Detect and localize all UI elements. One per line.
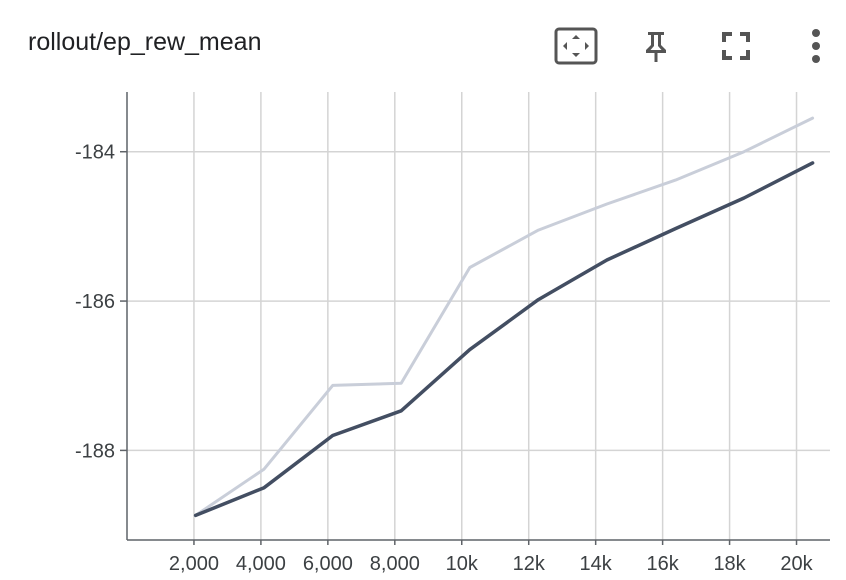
more-options-button[interactable] bbox=[794, 24, 838, 68]
pin-button[interactable] bbox=[634, 24, 678, 68]
series-layer bbox=[193, 116, 815, 518]
chart-title: rollout/ep_rew_mean bbox=[28, 28, 262, 56]
x-tick-label: 12k bbox=[513, 553, 546, 575]
pin-icon bbox=[646, 32, 666, 62]
smoothed-series-line bbox=[193, 161, 815, 518]
grid bbox=[127, 92, 830, 540]
x-tick-label: 6,000 bbox=[303, 553, 353, 575]
y-tick-label: -186 bbox=[75, 291, 115, 313]
x-tick-label: 16k bbox=[646, 553, 679, 575]
x-tick-label: 8,000 bbox=[370, 553, 420, 575]
x-tick-label: 20k bbox=[780, 553, 813, 575]
x-tick-label: 14k bbox=[580, 553, 613, 575]
x-tick-label: 18k bbox=[713, 553, 746, 575]
y-tick-label: -184 bbox=[75, 142, 115, 164]
x-tick-label: 10k bbox=[446, 553, 479, 575]
raw-series-line bbox=[194, 116, 815, 517]
fullscreen-button[interactable] bbox=[714, 24, 758, 68]
more-vert-icon bbox=[812, 29, 820, 63]
fit-domain-button[interactable] bbox=[554, 24, 598, 68]
card-header: rollout/ep_rew_mean bbox=[0, 0, 846, 90]
y-tick-label: -188 bbox=[75, 440, 115, 462]
fullscreen-icon bbox=[722, 32, 750, 60]
fit-to-data-icon bbox=[554, 27, 598, 65]
axes bbox=[120, 92, 830, 545]
x-tick-label: 2,000 bbox=[169, 553, 219, 575]
tick-labels: 2,000 4,000 6,000 8,000 10k 12k 14k 16k 18k 20k -1… bbox=[75, 142, 814, 575]
x-tick-label: 4,000 bbox=[236, 553, 286, 575]
